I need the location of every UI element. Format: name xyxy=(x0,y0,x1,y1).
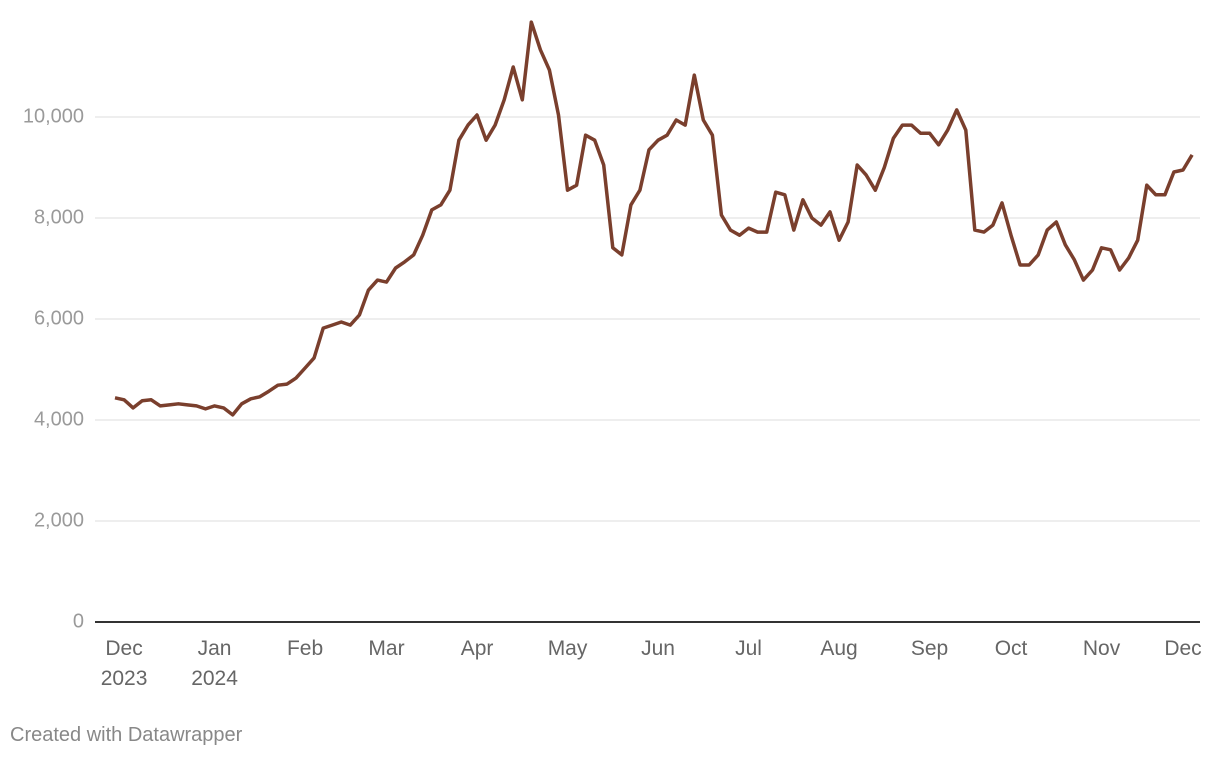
x-tick-label: Jul xyxy=(735,637,762,660)
x-tick-label: Feb xyxy=(286,637,324,660)
y-tick-label: 0 xyxy=(73,610,84,632)
x-tick-label: Jan 2024 xyxy=(191,637,238,690)
x-tick-label: Aug xyxy=(820,637,858,660)
footer: Created with Datawrapper xyxy=(10,724,243,746)
chart: 0 2,000 4,000 6,000 8,000 10,000 xyxy=(23,20,1200,632)
x-tick-label: Dec 2023 xyxy=(100,637,148,690)
y-tick-label: 8,000 xyxy=(34,206,84,228)
y-tick-label: 6,000 xyxy=(34,307,84,329)
x-tick-label: Dec xyxy=(1164,637,1202,660)
y-tick-label: 10,000 xyxy=(23,105,84,127)
x-tick-label: Oct xyxy=(994,637,1028,660)
x-tick-label: May xyxy=(547,637,588,660)
x-tick-label: Jun xyxy=(641,637,675,660)
x-tick-label: Nov xyxy=(1082,637,1121,660)
x-tick-label: Apr xyxy=(460,637,494,660)
y-tick-label: 4,000 xyxy=(34,408,84,430)
x-tick-label: Mar xyxy=(368,637,405,660)
line xyxy=(114,20,1194,417)
x-tick-label: Sep xyxy=(910,637,949,660)
y-tick-label: 2,000 xyxy=(34,509,84,531)
